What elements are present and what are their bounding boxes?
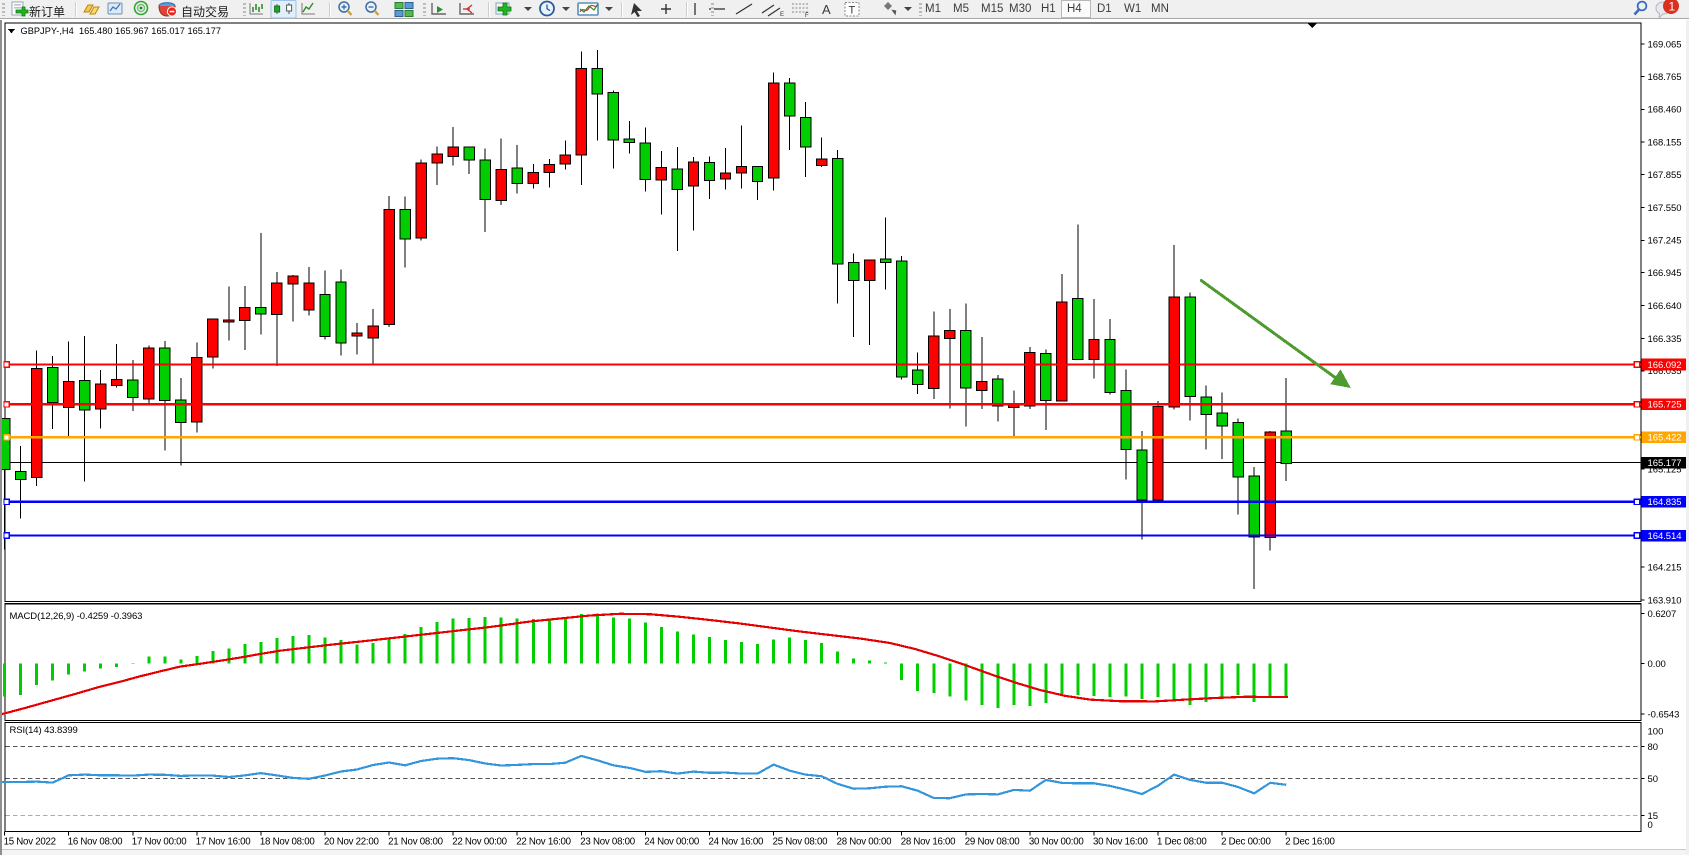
svg-text:168.460: 168.460 bbox=[1648, 105, 1682, 116]
svg-text:E: E bbox=[780, 12, 784, 18]
svg-text:165.125: 165.125 bbox=[1648, 464, 1682, 475]
svg-text:18 Nov 08:00: 18 Nov 08:00 bbox=[260, 837, 315, 848]
svg-text:165.177: 165.177 bbox=[1648, 458, 1682, 469]
svg-text:28 Nov 16:00: 28 Nov 16:00 bbox=[901, 837, 956, 848]
svg-text:16 Nov 08:00: 16 Nov 08:00 bbox=[68, 837, 123, 848]
svg-text:163.910: 163.910 bbox=[1648, 595, 1682, 606]
svg-text:168.155: 168.155 bbox=[1648, 138, 1682, 149]
svg-text:RSI(14) 43.8399: RSI(14) 43.8399 bbox=[10, 725, 78, 736]
svg-text:29 Nov 08:00: 29 Nov 08:00 bbox=[965, 837, 1020, 848]
svg-text:17 Nov 16:00: 17 Nov 16:00 bbox=[196, 837, 251, 848]
svg-text:166.335: 166.335 bbox=[1648, 334, 1682, 345]
svg-text:T: T bbox=[849, 5, 856, 17]
svg-text:30 Nov 16:00: 30 Nov 16:00 bbox=[1093, 837, 1148, 848]
svg-text:30 Nov 00:00: 30 Nov 00:00 bbox=[1029, 837, 1084, 848]
svg-text:100: 100 bbox=[1648, 727, 1664, 738]
svg-text:167.855: 167.855 bbox=[1648, 170, 1682, 181]
svg-text:21 Nov 08:00: 21 Nov 08:00 bbox=[388, 837, 443, 848]
svg-text:28 Nov 00:00: 28 Nov 00:00 bbox=[837, 837, 892, 848]
svg-text:0.6207: 0.6207 bbox=[1648, 609, 1677, 620]
svg-text:164.835: 164.835 bbox=[1648, 497, 1682, 508]
svg-text:166.945: 166.945 bbox=[1648, 268, 1682, 279]
svg-text:MACD(12,26,9) -0.4259 -0.3963: MACD(12,26,9) -0.4259 -0.3963 bbox=[10, 611, 143, 622]
svg-text:17 Nov 00:00: 17 Nov 00:00 bbox=[132, 837, 187, 848]
svg-text:25 Nov 08:00: 25 Nov 08:00 bbox=[773, 837, 828, 848]
svg-text:24 Nov 00:00: 24 Nov 00:00 bbox=[644, 837, 699, 848]
svg-text:24 Nov 16:00: 24 Nov 16:00 bbox=[709, 837, 764, 848]
svg-text:166.035: 166.035 bbox=[1648, 366, 1682, 377]
svg-text:A: A bbox=[822, 2, 831, 17]
svg-text:1 Dec 08:00: 1 Dec 08:00 bbox=[1157, 837, 1207, 848]
svg-text:23 Nov 08:00: 23 Nov 08:00 bbox=[580, 837, 635, 848]
svg-text:165.422: 165.422 bbox=[1648, 433, 1682, 444]
svg-text:F: F bbox=[805, 13, 809, 19]
svg-text:22 Nov 16:00: 22 Nov 16:00 bbox=[516, 837, 571, 848]
svg-text:2 Dec 00:00: 2 Dec 00:00 bbox=[1221, 837, 1271, 848]
svg-text:1: 1 bbox=[1669, 0, 1676, 14]
svg-text:2 Dec 16:00: 2 Dec 16:00 bbox=[1285, 837, 1335, 848]
svg-text:GBPJPY-,H4 165.480 165.967 16: GBPJPY-,H4 165.480 165.967 165.017 165.1… bbox=[21, 26, 222, 36]
svg-text:164.514: 164.514 bbox=[1648, 531, 1682, 542]
svg-text:0.00: 0.00 bbox=[1648, 659, 1666, 670]
svg-text:-0.6543: -0.6543 bbox=[1648, 710, 1680, 721]
svg-text:165.725: 165.725 bbox=[1648, 400, 1682, 411]
svg-text:166.640: 166.640 bbox=[1648, 301, 1682, 312]
svg-text:0: 0 bbox=[1648, 820, 1653, 831]
svg-text:15: 15 bbox=[1648, 811, 1659, 822]
svg-text:15 Nov 2022: 15 Nov 2022 bbox=[4, 837, 56, 848]
svg-text:167.245: 167.245 bbox=[1648, 236, 1682, 247]
svg-text:164.215: 164.215 bbox=[1648, 562, 1682, 573]
svg-text:167.550: 167.550 bbox=[1648, 203, 1682, 214]
svg-text:20 Nov 22:00: 20 Nov 22:00 bbox=[324, 837, 379, 848]
svg-text:22 Nov 00:00: 22 Nov 00:00 bbox=[452, 837, 507, 848]
svg-text:166.092: 166.092 bbox=[1648, 360, 1682, 371]
svg-text:169.065: 169.065 bbox=[1648, 40, 1682, 51]
svg-text:50: 50 bbox=[1648, 774, 1659, 785]
svg-text:168.765: 168.765 bbox=[1648, 72, 1682, 83]
svg-text:80: 80 bbox=[1648, 742, 1659, 753]
